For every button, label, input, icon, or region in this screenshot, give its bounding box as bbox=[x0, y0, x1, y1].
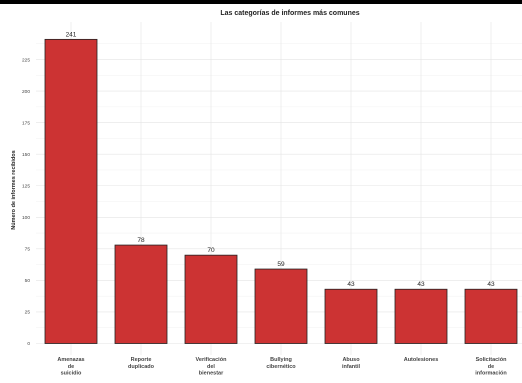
x-tick-label: Reporte duplicado bbox=[128, 357, 155, 370]
bar bbox=[394, 288, 448, 344]
y-axis-label: Número de informes recibidos bbox=[11, 150, 17, 229]
y-tick-label: 225 bbox=[22, 57, 30, 63]
y-tick-label: 100 bbox=[22, 215, 30, 221]
x-tick-label-line: Abuso bbox=[342, 357, 360, 363]
y-tick-label: 150 bbox=[22, 152, 30, 158]
x-tick-label: Amenazas de suicidio bbox=[57, 357, 84, 377]
top-border bbox=[0, 0, 522, 4]
x-tick-label: Bullying cibernético bbox=[266, 357, 296, 370]
y-tick-label: 175 bbox=[22, 120, 30, 126]
data-label: 43 bbox=[347, 281, 355, 288]
y-tick-label: 125 bbox=[22, 183, 30, 189]
y-tick-label: 25 bbox=[25, 310, 31, 316]
bar bbox=[324, 288, 378, 344]
data-label: 43 bbox=[417, 281, 425, 288]
x-tick-label-line: de bbox=[488, 364, 494, 370]
x-tick-label: Abuso infantil bbox=[342, 357, 360, 370]
bars bbox=[44, 38, 518, 344]
x-tick-label-line: bienestar bbox=[199, 371, 224, 377]
x-tick-label-line: cibernético bbox=[266, 364, 296, 370]
x-tick-label: Autolesiones bbox=[404, 357, 439, 363]
data-label: 241 bbox=[66, 31, 77, 38]
data-label: 43 bbox=[487, 281, 495, 288]
x-tick-label: Solicitación de información bbox=[475, 357, 507, 377]
x-tick-label-line: Bullying bbox=[270, 357, 292, 363]
x-tick-label-line: suicidio bbox=[61, 371, 82, 377]
x-tick-label-line: del bbox=[207, 364, 215, 370]
x-tick-label-line: infantil bbox=[342, 364, 360, 370]
bar bbox=[184, 254, 238, 344]
y-tick-label: 50 bbox=[25, 278, 31, 284]
bar bbox=[44, 38, 98, 344]
x-tick-label: Verificación del bienestar bbox=[196, 357, 228, 377]
x-tick-label-line: Solicitación bbox=[476, 357, 508, 363]
x-tick-label-line: Reporte bbox=[131, 357, 152, 363]
data-label: 78 bbox=[137, 237, 145, 244]
x-tick-label-line: Amenazas bbox=[57, 357, 84, 363]
y-tick-label: 75 bbox=[25, 247, 31, 253]
chart-title: Las categorías de informes más comunes bbox=[220, 10, 359, 17]
y-tick-label: 200 bbox=[22, 89, 30, 95]
x-tick-label-line: información bbox=[475, 371, 507, 377]
data-labels: 241 78 70 59 43 43 43 bbox=[66, 31, 495, 288]
data-label: 70 bbox=[207, 247, 215, 254]
bar bbox=[114, 244, 168, 344]
x-tick-label-line: duplicado bbox=[128, 364, 155, 370]
bar bbox=[254, 268, 308, 344]
x-tick-label-line: Verificación bbox=[196, 357, 228, 363]
bar bbox=[464, 288, 518, 344]
data-label: 59 bbox=[277, 261, 285, 268]
x-tick-label-line: de bbox=[68, 364, 74, 370]
y-axis-ticks: 0 25 50 75 100 125 150 175 200 225 bbox=[22, 57, 30, 347]
x-tick-label-line: Autolesiones bbox=[404, 357, 439, 363]
y-tick-label: 0 bbox=[27, 341, 30, 347]
